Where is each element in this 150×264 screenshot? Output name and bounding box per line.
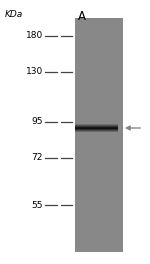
Text: KDa: KDa: [5, 10, 23, 19]
Text: 72: 72: [32, 153, 43, 163]
Bar: [75, 130, 118, 131]
Bar: [75, 125, 118, 126]
Text: 95: 95: [32, 117, 43, 126]
Bar: [75, 127, 118, 128]
Text: 130: 130: [26, 68, 43, 77]
Bar: [75, 129, 118, 130]
Text: 180: 180: [26, 31, 43, 40]
Bar: [75, 124, 118, 125]
Bar: [75, 128, 118, 129]
Bar: [75, 131, 118, 132]
Text: 55: 55: [32, 200, 43, 210]
Text: A: A: [78, 10, 86, 23]
Bar: [75, 126, 118, 127]
Bar: [75, 18, 123, 252]
